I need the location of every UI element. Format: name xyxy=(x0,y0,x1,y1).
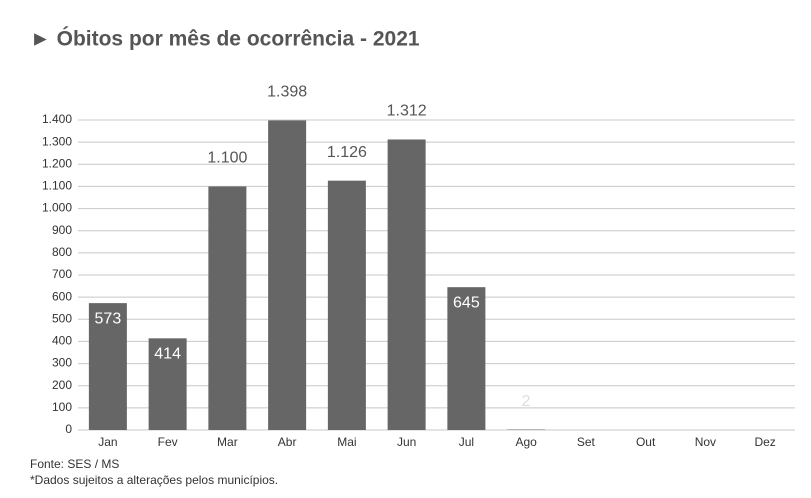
y-tick-label: 600 xyxy=(52,289,72,303)
x-tick-label: Nov xyxy=(695,435,716,449)
value-label: 1.312 xyxy=(387,103,427,120)
value-label: 573 xyxy=(95,310,122,327)
x-tick-label: Out xyxy=(636,435,656,449)
x-tick-label: Ago xyxy=(515,435,537,449)
y-tick-label: 400 xyxy=(52,334,72,348)
y-tick-label: 700 xyxy=(52,267,72,281)
y-tick-label: 300 xyxy=(52,356,72,370)
x-tick-label: Set xyxy=(577,435,596,449)
bar xyxy=(268,120,307,430)
y-tick-label: 800 xyxy=(52,245,72,259)
y-tick-label: 200 xyxy=(52,378,72,392)
y-tick-label: 100 xyxy=(52,400,72,414)
x-tick-label: Abr xyxy=(278,435,297,449)
x-tick-label: Fev xyxy=(158,435,178,449)
y-tick-label: 1.300 xyxy=(42,134,72,148)
bar xyxy=(447,287,486,430)
bar xyxy=(148,338,187,430)
source: Fonte: SES / MS xyxy=(30,457,119,471)
x-tick-label: Jun xyxy=(397,435,416,449)
y-tick-label: 900 xyxy=(52,223,72,237)
bar xyxy=(208,186,247,430)
value-label: 1.126 xyxy=(327,144,367,161)
value-label: 645 xyxy=(453,294,480,311)
bar xyxy=(327,180,366,430)
note: *Dados sujeitos a alterações pelos munic… xyxy=(30,473,278,487)
y-tick-label: 1.100 xyxy=(42,179,72,193)
chart-title: ► Óbitos por mês de ocorrência - 2021 xyxy=(30,27,420,51)
y-tick-label: 1.000 xyxy=(42,201,72,215)
y-tick-label: 1.400 xyxy=(42,112,72,126)
value-label: 414 xyxy=(154,346,181,363)
bar xyxy=(88,303,127,430)
x-tick-label: Jul xyxy=(459,435,474,449)
value-label: 1.100 xyxy=(207,150,247,167)
value-label: 1.398 xyxy=(267,84,307,101)
y-tick-label: 0 xyxy=(65,422,72,436)
y-tick-label: 1.200 xyxy=(42,156,72,170)
x-tick-label: Jan xyxy=(98,435,117,449)
x-tick-label: Dez xyxy=(754,435,775,449)
x-tick-label: Mai xyxy=(337,435,356,449)
x-tick-label: Mar xyxy=(217,435,238,449)
bar xyxy=(387,139,426,430)
value-label: 2 xyxy=(522,393,531,410)
y-tick-label: 500 xyxy=(52,311,72,325)
